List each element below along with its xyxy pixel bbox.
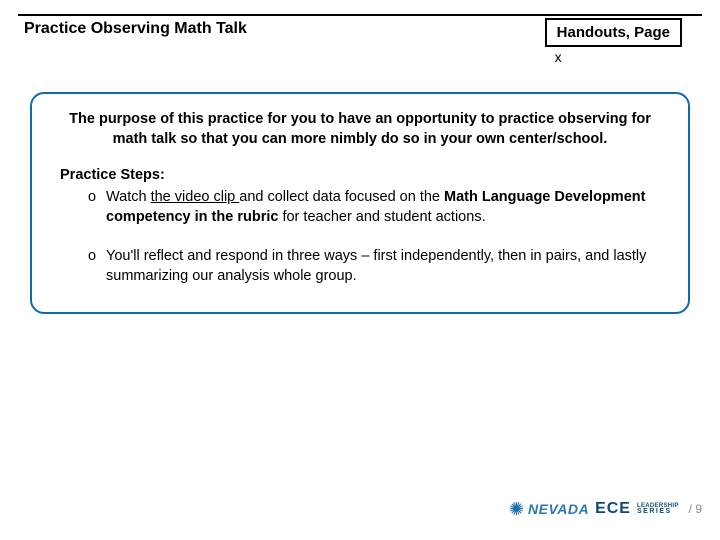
logo-burst-icon: ✺ [509, 500, 524, 518]
step-item-1: o Watch the video clip and collect data … [54, 187, 666, 228]
bullet-icon: o [88, 246, 106, 266]
handouts-page-placeholder: x [545, 47, 682, 65]
handouts-callout: Handouts, Page x [545, 18, 682, 65]
step-2-text: You'll reflect and respond in three ways… [106, 246, 666, 287]
nevada-ece-logo: ✺ NEVADA ECE LEADERSHIP SERIES [509, 500, 679, 518]
step1-mid: and collect data focused on the [239, 189, 444, 205]
steps-heading: Practice Steps: [54, 167, 666, 183]
step-item-2: o You'll reflect and respond in three wa… [54, 246, 666, 287]
step1-pre: Watch [106, 189, 151, 205]
bullet-icon: o [88, 187, 106, 207]
handouts-label: Handouts, Page [545, 18, 682, 47]
video-clip-link[interactable]: the video clip [151, 189, 240, 205]
slide-title: Practice Observing Math Talk [24, 20, 247, 38]
logo-series: SERIES [637, 509, 679, 515]
page-number: / 9 [689, 502, 702, 516]
logo-side-text: LEADERSHIP SERIES [637, 504, 679, 514]
top-rule [18, 14, 702, 16]
logo-nevada-text: NEVADA [528, 501, 589, 517]
footer: ✺ NEVADA ECE LEADERSHIP SERIES / 9 [509, 500, 702, 518]
logo-ece-text: ECE [595, 500, 631, 518]
purpose-text: The purpose of this practice for you to … [54, 110, 666, 167]
content-box: The purpose of this practice for you to … [30, 92, 690, 314]
step-1-text: Watch the video clip and collect data fo… [106, 187, 666, 228]
step1-post: for teacher and student actions. [278, 209, 485, 225]
